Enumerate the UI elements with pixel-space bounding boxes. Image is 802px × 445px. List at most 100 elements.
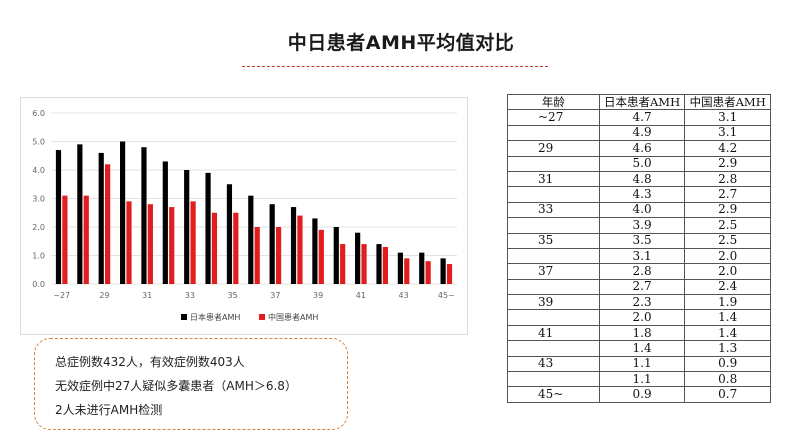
bar-china-amh [425, 261, 431, 284]
table-row: 2.7 2.4 [507, 278, 771, 296]
table-row: 3.1 2.0 [507, 247, 771, 265]
y-tick-label: 6.0 [32, 109, 45, 118]
y-tick-label: 3.0 [32, 195, 45, 204]
legend-swatch-japan [181, 314, 187, 320]
age-cell [507, 155, 600, 172]
bar-china-amh [83, 195, 89, 284]
legend-swatch-china [259, 314, 265, 320]
table-row: 2.0 1.4 [507, 309, 771, 326]
japan-amh-cell: 1.4 [598, 340, 686, 357]
age-cell [507, 247, 600, 265]
bar-japan-amh [184, 170, 190, 284]
japan-amh-cell: 2.0 [598, 309, 686, 326]
x-tick-label: 39 [313, 291, 323, 300]
title-divider [242, 66, 548, 67]
bar-china-amh [233, 212, 239, 284]
x-tick-label: 43 [398, 291, 408, 300]
header-age: 年龄 [507, 93, 600, 111]
bar-china-amh [404, 258, 410, 284]
china-amh-cell: 2.4 [684, 278, 771, 296]
china-amh-cell: 1.4 [684, 309, 771, 326]
china-amh-cell: 1.3 [684, 340, 771, 357]
japan-amh-cell: 4.6 [598, 140, 686, 157]
japan-amh-cell: 4.9 [598, 124, 686, 142]
japan-amh-cell: 1.1 [598, 355, 686, 373]
header-china-amh: 中国患者AMH [684, 93, 771, 111]
japan-amh-cell: 3.1 [598, 247, 686, 265]
note-line-invalid-cases: 无效症例中27人疑似多囊患者（AMH＞6.8） [55, 379, 297, 393]
x-tick-label: 41 [356, 291, 366, 300]
table-row: 39 2.3 1.9 [507, 294, 771, 311]
bar-china-amh [297, 215, 303, 284]
x-tick-label: 29 [99, 291, 109, 300]
age-cell [507, 217, 600, 234]
age-cell: 37 [507, 263, 600, 280]
age-cell [507, 371, 600, 388]
age-cell: 41 [507, 324, 600, 342]
japan-amh-cell: 3.5 [598, 232, 686, 249]
bar-japan-amh [355, 232, 361, 284]
china-amh-cell: 0.9 [684, 355, 771, 373]
bar-japan-amh [98, 152, 104, 284]
table-row: 1.4 1.3 [507, 340, 771, 357]
age-cell [507, 340, 600, 357]
china-amh-cell: 2.8 [684, 170, 771, 188]
bar-china-amh [105, 164, 111, 284]
japan-amh-cell: 4.7 [598, 109, 686, 126]
bar-japan-amh [248, 195, 254, 284]
bar-japan-amh [55, 150, 62, 284]
japan-amh-cell: 2.7 [598, 278, 686, 296]
bar-japan-amh [333, 227, 339, 284]
china-amh-cell: 3.1 [684, 124, 771, 142]
china-amh-cell: 2.0 [684, 263, 771, 280]
age-cell: 31 [507, 170, 600, 188]
table-row: 29 4.6 4.2 [507, 140, 771, 157]
x-tick-label: ~27 [53, 291, 70, 300]
japan-amh-cell: 3.9 [598, 217, 686, 234]
table-row: 45~ 0.9 0.7 [507, 386, 771, 403]
y-tick-label: 0.0 [32, 280, 45, 289]
age-cell [507, 278, 600, 296]
bar-china-amh [254, 227, 260, 284]
bar-china-amh [211, 212, 218, 284]
japan-amh-cell: 5.0 [598, 155, 686, 172]
age-cell: 39 [507, 294, 600, 311]
amh-data-table: 年龄 日本患者AMH 中国患者AMH ~27 4.7 3.1 4.9 3.1 29 4.6 4… [507, 93, 771, 403]
bar-japan-amh [440, 258, 446, 284]
age-cell [507, 186, 600, 203]
age-cell: 45~ [507, 386, 600, 403]
age-cell [507, 124, 600, 142]
bar-japan-amh [290, 207, 297, 284]
bar-china-amh [126, 201, 132, 284]
y-tick-label: 2.0 [32, 223, 45, 232]
x-tick-label: 33 [185, 291, 195, 300]
age-cell: 35 [507, 232, 600, 249]
china-amh-cell: 2.9 [684, 201, 771, 219]
china-amh-cell: 2.5 [684, 217, 771, 234]
table-row: 35 3.5 2.5 [507, 232, 771, 249]
bar-japan-amh [162, 161, 168, 284]
legend-label-japan: 日本患者AMH [190, 312, 240, 322]
note-line-untested: 2人未进行AMH检测 [55, 403, 163, 417]
age-cell: 33 [507, 201, 600, 219]
x-tick-label: 45~ [438, 291, 455, 300]
japan-amh-cell: 2.8 [598, 263, 686, 280]
china-amh-cell: 1.9 [684, 294, 771, 311]
japan-amh-cell: 0.9 [598, 386, 686, 403]
china-amh-cell: 0.8 [684, 371, 771, 388]
bar-china-amh [62, 195, 68, 284]
y-tick-label: 5.0 [32, 138, 45, 147]
japan-amh-cell: 1.1 [598, 371, 686, 388]
bar-japan-amh [205, 172, 211, 284]
japan-amh-cell: 2.3 [598, 294, 686, 311]
table-row: 1.1 0.8 [507, 371, 771, 388]
china-amh-cell: 3.1 [684, 109, 771, 126]
x-tick-label: 37 [270, 291, 280, 300]
china-amh-cell: 0.7 [684, 386, 771, 403]
bar-japan-amh [226, 184, 233, 284]
table-row: 43 1.1 0.9 [507, 355, 771, 373]
bar-china-amh [446, 264, 453, 284]
case-summary-note: 总症例数432人，有效症例数403人 无效症例中27人疑似多囊患者（AMH＞6.… [34, 338, 348, 430]
china-amh-cell: 1.4 [684, 324, 771, 342]
age-cell: 29 [507, 140, 600, 157]
